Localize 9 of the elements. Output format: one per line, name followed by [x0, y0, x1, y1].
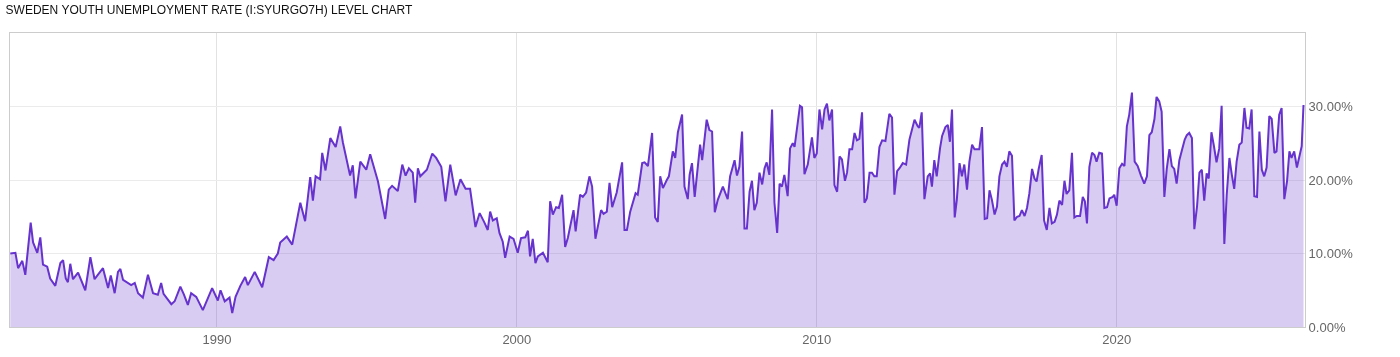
x-tick-label: 2000: [502, 331, 532, 347]
x-tick-label: 2010: [802, 331, 832, 347]
x-tick-label: 1990: [202, 331, 232, 347]
y-tick-label: 10.00%: [1308, 246, 1354, 262]
y-tick-label: 30.00%: [1308, 99, 1354, 115]
chart-title: SWEDEN YOUTH UNEMPLOYMENT RATE (I:SYURGO7H) LEVEL CHART: [5, 2, 413, 17]
x-tick-label: 2020: [1102, 331, 1132, 347]
y-tick-label: 0.00%: [1308, 319, 1346, 335]
y-tick-label: 20.00%: [1308, 172, 1354, 188]
